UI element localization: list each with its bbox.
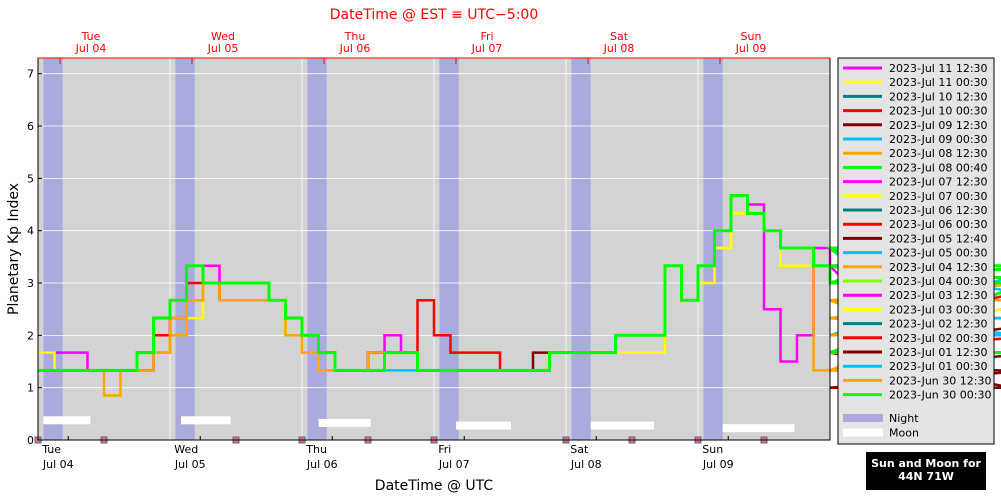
- legend-label: 2023-Jul 06 12:30: [889, 204, 988, 217]
- legend-label: 2023-Jul 10 12:30: [889, 90, 988, 103]
- legend-label: 2023-Jun 30 00:30: [889, 389, 991, 402]
- legend-label: 2023-Jul 03 00:30: [889, 303, 988, 316]
- legend-swatch: [843, 428, 883, 437]
- x-tick-day-label: Fri: [438, 443, 451, 456]
- legend-label: Moon: [889, 427, 919, 440]
- legend-label: 2023-Jul 04 12:30: [889, 261, 988, 274]
- x-tick-day-label: Sat: [570, 443, 589, 456]
- y-axis-label: Planetary Kp Index: [6, 183, 22, 315]
- legend-label: 2023-Jul 05 00:30: [889, 247, 988, 260]
- night-band: [571, 58, 591, 440]
- moon-bar: [318, 418, 371, 427]
- x-tick-date-label: Jul 06: [306, 458, 338, 471]
- moon-bar: [181, 416, 231, 425]
- legend-swatch: [843, 414, 883, 422]
- legend-label: 2023-Jul 01 00:30: [889, 360, 988, 373]
- top-tick-date-label: Jul 09: [735, 42, 767, 55]
- y-tick-label: 4: [27, 225, 34, 238]
- x-axis-label: DateTime @ UTC: [375, 478, 494, 494]
- night-band: [43, 58, 63, 440]
- y-tick-label: 7: [27, 68, 34, 81]
- y-tick-label: 1: [27, 382, 34, 395]
- moon-bar: [456, 421, 511, 430]
- top-tick-date-label: Jul 07: [471, 42, 503, 55]
- legend-label: 2023-Jul 09 12:30: [889, 119, 988, 132]
- x-tick-date-label: Jul 05: [174, 458, 206, 471]
- legend-label: 2023-Jul 01 12:30: [889, 346, 988, 359]
- legend-label: 2023-Jul 08 00:40: [889, 161, 988, 174]
- moon-bar: [43, 416, 91, 425]
- legend-label: 2023-Jul 11 00:30: [889, 76, 988, 89]
- legend-label: 2023-Jul 02 00:30: [889, 332, 988, 345]
- top-tick-day-label: Sat: [610, 30, 629, 43]
- legend-label: 2023-Jul 02 12:30: [889, 318, 988, 331]
- location-badge: Sun and Moon for 44N 71W: [866, 452, 986, 490]
- legend-label: Night: [889, 412, 919, 425]
- legend-label: 2023-Jul 04 00:30: [889, 275, 988, 288]
- legend-label: 2023-Jul 09 00:30: [889, 133, 988, 146]
- top-tick-day-label: Fri: [480, 30, 493, 43]
- x-tick-day-label: Wed: [174, 443, 198, 456]
- top-tick-date-label: Jul 08: [603, 42, 635, 55]
- y-tick-label: 0: [27, 434, 34, 447]
- x-tick-day-label: Sun: [702, 443, 723, 456]
- moon-bar: [722, 424, 795, 433]
- top-tick-date-label: Jul 05: [207, 42, 239, 55]
- legend-label: 2023-Jul 06 00:30: [889, 218, 988, 231]
- top-tick-day-label: Wed: [211, 30, 235, 43]
- x-tick-date-label: Jul 04: [42, 458, 74, 471]
- top-tick-day-label: Tue: [81, 30, 101, 43]
- legend-label: 2023-Jul 03 12:30: [889, 289, 988, 302]
- x-tick-date-label: Jul 07: [438, 458, 470, 471]
- night-band: [307, 58, 327, 440]
- night-band: [175, 58, 195, 440]
- night-band: [439, 58, 459, 440]
- legend-label: 2023-Jul 07 12:30: [889, 176, 988, 189]
- legend-label: 2023-Jul 08 12:30: [889, 147, 988, 160]
- badge-line-2: 44N 71W: [898, 470, 954, 483]
- chart-title: DateTime @ EST ≡ UTC−5:00: [330, 7, 538, 23]
- legend-label: 2023-Jun 30 12:30: [889, 374, 991, 387]
- legend-label: 2023-Jul 05 12:40: [889, 232, 988, 245]
- top-tick-date-label: Jul 06: [339, 42, 371, 55]
- top-tick-date-label: Jul 04: [75, 42, 107, 55]
- x-tick-day-label: Thu: [305, 443, 327, 456]
- top-tick-day-label: Thu: [344, 30, 366, 43]
- y-tick-label: 3: [27, 277, 34, 290]
- top-tick-day-label: Sun: [741, 30, 762, 43]
- y-tick-label: 6: [27, 120, 34, 133]
- x-tick-date-label: Jul 08: [570, 458, 602, 471]
- x-tick-day-label: Tue: [41, 443, 61, 456]
- y-tick-label: 5: [27, 172, 34, 185]
- legend-label: 2023-Jul 10 00:30: [889, 105, 988, 118]
- legend-label: 2023-Jul 07 00:30: [889, 190, 988, 203]
- x-tick-date-label: Jul 09: [702, 458, 734, 471]
- moon-bar: [590, 421, 654, 430]
- y-tick-label: 2: [27, 329, 34, 342]
- legend-label: 2023-Jul 11 12:30: [889, 62, 988, 75]
- badge-line-1: Sun and Moon for: [871, 457, 981, 470]
